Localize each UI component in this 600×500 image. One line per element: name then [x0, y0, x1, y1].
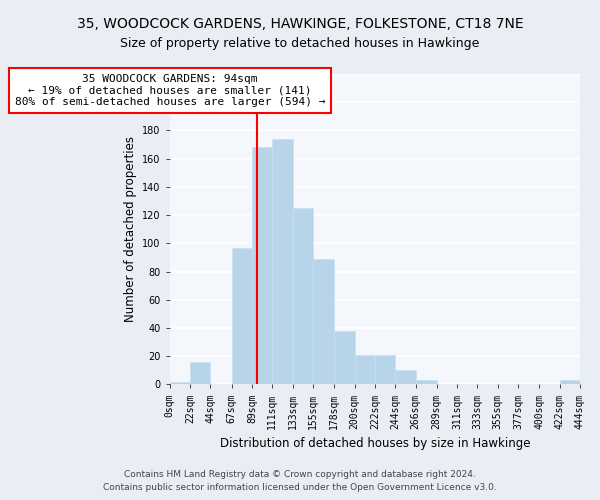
Bar — [232, 248, 252, 384]
Bar — [170, 382, 190, 384]
Y-axis label: Number of detached properties: Number of detached properties — [124, 136, 137, 322]
Bar — [355, 355, 375, 384]
Text: 35, WOODCOCK GARDENS, HAWKINGE, FOLKESTONE, CT18 7NE: 35, WOODCOCK GARDENS, HAWKINGE, FOLKESTO… — [77, 18, 523, 32]
Text: Size of property relative to detached houses in Hawkinge: Size of property relative to detached ho… — [121, 38, 479, 51]
Text: 35 WOODCOCK GARDENS: 94sqm
← 19% of detached houses are smaller (141)
80% of sem: 35 WOODCOCK GARDENS: 94sqm ← 19% of deta… — [15, 74, 325, 107]
Bar — [560, 380, 580, 384]
Bar — [293, 208, 313, 384]
Bar — [416, 380, 437, 384]
Bar — [334, 331, 355, 384]
Text: Contains HM Land Registry data © Crown copyright and database right 2024.
Contai: Contains HM Land Registry data © Crown c… — [103, 470, 497, 492]
Bar — [190, 362, 211, 384]
Bar — [375, 355, 395, 384]
Bar — [252, 148, 272, 384]
Bar — [272, 139, 293, 384]
X-axis label: Distribution of detached houses by size in Hawkinge: Distribution of detached houses by size … — [220, 437, 530, 450]
Bar — [313, 259, 334, 384]
Bar — [395, 370, 416, 384]
